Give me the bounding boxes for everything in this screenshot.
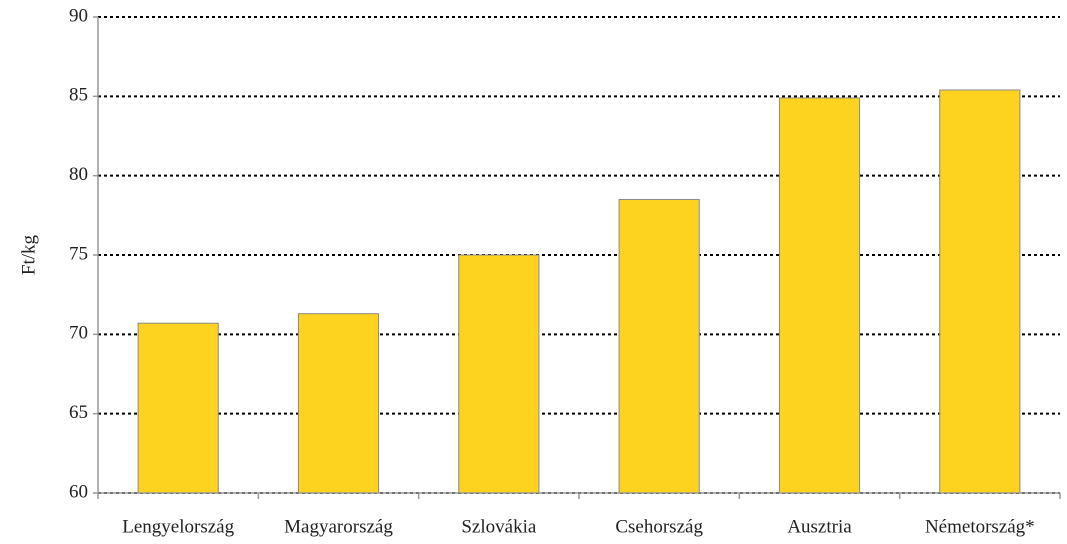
y-axis-label: Ft/kg: [18, 234, 39, 275]
y-tick-label: 75: [69, 243, 88, 264]
x-tick-label: Csehország: [615, 516, 703, 537]
y-tick-label: 80: [69, 164, 88, 185]
bar: [618, 198, 700, 494]
bar: [778, 97, 861, 494]
x-tick-label: Ausztria: [787, 516, 852, 537]
bar: [458, 254, 540, 494]
y-tick-label: 70: [69, 323, 88, 344]
y-tick-label: 60: [69, 481, 88, 502]
x-tick-label: Magyarország: [284, 516, 393, 537]
x-tick-label: Szlovákia: [461, 516, 536, 537]
x-tick-label: Lengyelország: [122, 516, 234, 537]
y-tick-label: 90: [69, 5, 88, 26]
y-tick-label: 65: [69, 402, 88, 423]
bar: [939, 89, 1021, 494]
x-tick-label: Németország*: [925, 516, 1035, 537]
bar: [297, 313, 380, 494]
bar: [137, 322, 219, 494]
y-tick-label: 85: [69, 85, 88, 106]
